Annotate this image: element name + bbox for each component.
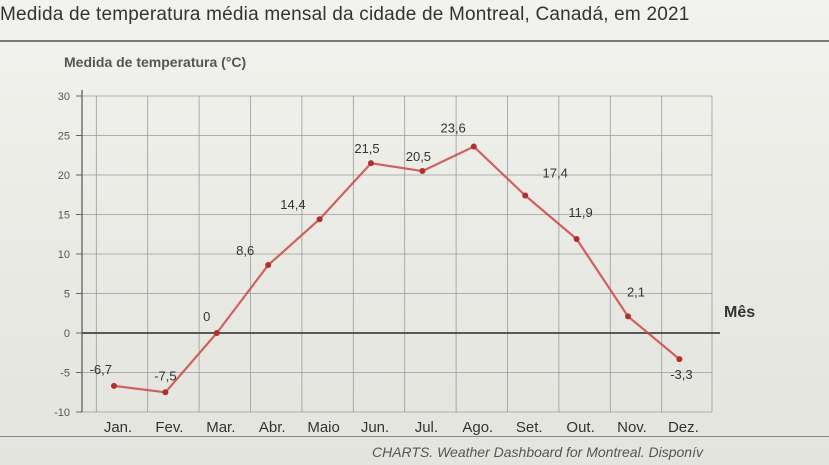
data-point <box>625 313 631 320</box>
title-divider <box>0 40 829 42</box>
data-label: 20,5 <box>406 149 431 164</box>
y-tick-label: 30 <box>58 91 70 103</box>
data-label: -6,7 <box>90 362 112 377</box>
x-tick-label: Jun. <box>361 419 389 436</box>
data-point <box>265 262 272 269</box>
x-tick-label: Jul. <box>415 419 438 436</box>
data-point <box>522 192 529 199</box>
x-tick-label: Abr. <box>259 419 286 436</box>
data-point <box>213 330 220 336</box>
y-tick-label: 25 <box>58 131 70 143</box>
data-labels: -6,7 -7,5 0 8,6 14,4 21,5 20,5 23,6 17,4 11,9 2,1 -… <box>90 121 693 384</box>
y-tick-label: -10 <box>54 407 70 419</box>
x-tick-label: Jan. <box>104 419 132 436</box>
page-title: Medida de temperatura média mensal da ci… <box>0 4 690 25</box>
horizontal-gridlines <box>82 95 720 413</box>
data-label: 2,1 <box>627 284 645 299</box>
x-tick-label: Mar. <box>206 419 235 436</box>
data-label: 17,4 <box>543 166 568 181</box>
source-divider <box>0 436 829 437</box>
data-point <box>368 160 374 167</box>
y-tick-label: 0 <box>64 328 70 340</box>
y-tick-label: 20 <box>58 170 70 182</box>
source-citation: CHARTS. Weather Dashboard for Montreal. … <box>372 444 703 460</box>
y-tick-label: -5 <box>60 368 70 380</box>
data-point <box>573 235 580 242</box>
data-label: 14,4 <box>280 197 305 212</box>
data-point <box>676 356 683 363</box>
x-axis-label: Mês <box>724 304 755 321</box>
data-label: -7,5 <box>154 368 176 383</box>
x-tick-label: Ago. <box>462 419 493 436</box>
data-point <box>316 216 323 223</box>
data-label: 21,5 <box>354 141 379 156</box>
x-tick-label: Out. <box>566 419 594 436</box>
y-tick-label: 5 <box>64 289 70 301</box>
x-tick-label: Dez. <box>668 419 699 436</box>
x-tick-label: Fev. <box>155 419 183 436</box>
series-line <box>113 145 681 394</box>
data-points <box>111 143 683 396</box>
data-point <box>470 143 477 150</box>
data-point <box>162 389 169 396</box>
data-label: 0 <box>203 309 210 324</box>
y-tick-labels: -10 -5 0 5 10 15 20 25 30 <box>54 91 82 419</box>
x-tick-label: Set. <box>516 419 543 436</box>
data-label: 23,6 <box>440 121 465 136</box>
x-tick-label: Maio <box>307 419 340 436</box>
y-axis-label: Medida de temperatura (°C) <box>64 54 247 70</box>
data-point <box>111 382 117 389</box>
data-label: -3,3 <box>670 367 692 382</box>
y-tick-label: 10 <box>58 249 70 261</box>
y-tick-label: 15 <box>58 210 70 222</box>
data-label: 11,9 <box>568 205 592 220</box>
data-point <box>419 168 426 175</box>
data-label: 8,6 <box>236 243 254 258</box>
temperature-line <box>113 145 681 394</box>
x-tick-label: Nov. <box>617 419 647 436</box>
x-tick-labels: Jan. Fev. Mar. Abr. Maio Jun. Jul. Ago. Set. Out.… <box>104 419 699 436</box>
